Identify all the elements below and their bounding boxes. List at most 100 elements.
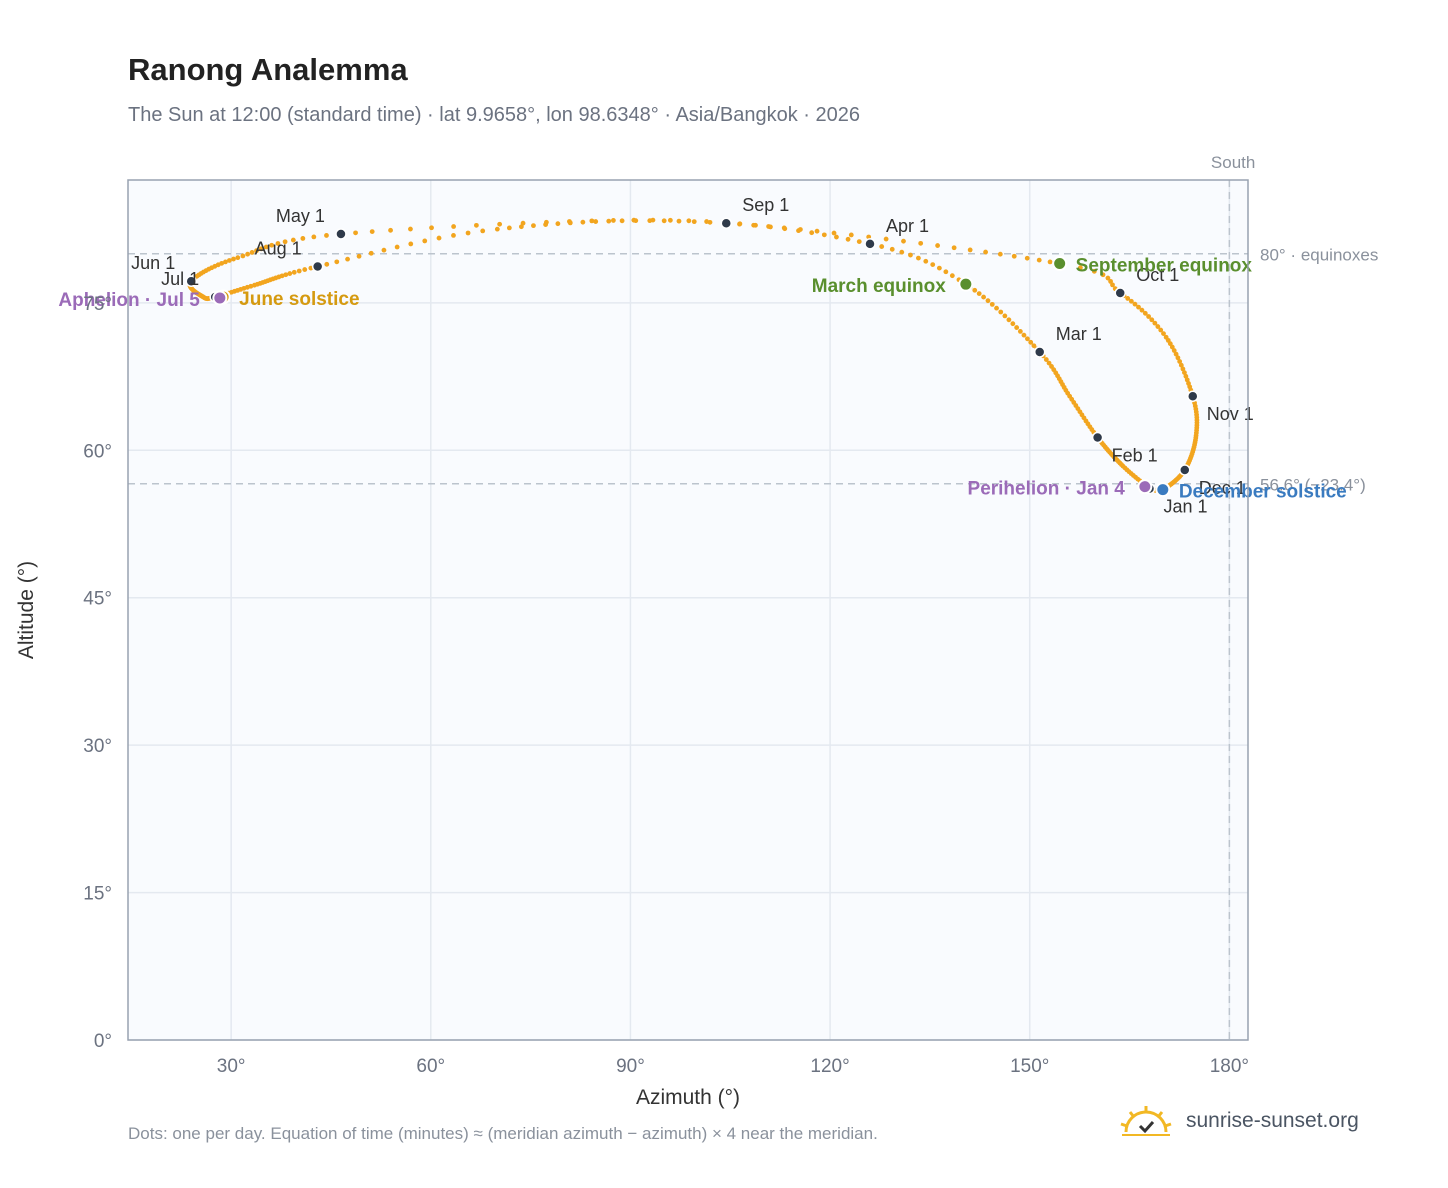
reference-line-label: South xyxy=(1211,153,1255,172)
daily-sun-dot xyxy=(1173,351,1179,357)
daily-sun-dot xyxy=(1049,364,1054,369)
daily-sun-dot xyxy=(235,255,241,261)
daily-sun-dot xyxy=(1028,339,1034,345)
y-tick-label: 75° xyxy=(83,294,112,315)
daily-sun-dot xyxy=(226,258,232,263)
month-marker xyxy=(720,217,733,229)
daily-sun-dot xyxy=(1110,282,1115,288)
chart-subtitle: The Sun at 12:00 (standard time) · lat 9… xyxy=(128,104,861,126)
reference-line-label: 80° · equinoxes xyxy=(1260,246,1378,265)
daily-sun-dot xyxy=(302,267,308,272)
daily-sun-dot xyxy=(1132,301,1138,307)
daily-sun-dot xyxy=(1149,317,1155,323)
footnote: Dots: one per day. Equation of time (min… xyxy=(128,1124,878,1143)
daily-sun-dot xyxy=(856,239,862,244)
daily-sun-dot xyxy=(1125,296,1131,301)
x-axis-label: Azimuth (°) xyxy=(636,1086,740,1109)
event-label: Aphelion · Jul 5 xyxy=(58,290,200,311)
daily-sun-dot xyxy=(821,232,827,238)
daily-sun-dot xyxy=(943,269,949,275)
daily-sun-dot xyxy=(494,226,500,232)
month-marker xyxy=(1187,390,1199,402)
daily-sun-dot xyxy=(334,259,340,265)
event-label: March equinox xyxy=(812,276,947,297)
daily-sun-dot xyxy=(1155,324,1161,329)
daily-sun-dot xyxy=(936,265,942,271)
daily-sun-dot xyxy=(889,246,895,252)
daily-sun-dot xyxy=(1169,344,1175,350)
daily-sun-dot xyxy=(691,219,697,225)
daily-sun-dot xyxy=(1011,253,1017,259)
x-tick-label: 180° xyxy=(1210,1056,1249,1077)
daily-sun-dot xyxy=(1036,257,1042,263)
month-label: Oct 1 xyxy=(1136,265,1179,285)
daily-sun-dot xyxy=(935,243,940,248)
daily-sun-dot xyxy=(1002,313,1008,319)
y-tick-label: 60° xyxy=(83,441,112,462)
daily-sun-dot xyxy=(1152,320,1158,326)
daily-sun-dot xyxy=(429,225,434,231)
daily-sun-dot xyxy=(300,236,306,241)
daily-sun-dot xyxy=(845,236,851,242)
daily-sun-dot xyxy=(368,250,374,256)
daily-sun-dot xyxy=(766,224,772,229)
daily-sun-dot xyxy=(381,247,387,253)
daily-sun-dot xyxy=(1146,314,1151,319)
daily-sun-dot xyxy=(1046,360,1052,366)
x-tick-label: 150° xyxy=(1010,1056,1049,1077)
daily-sun-dot xyxy=(1183,373,1189,379)
event-marker xyxy=(958,276,974,292)
daily-sun-dot xyxy=(1175,355,1181,361)
event-marker xyxy=(212,290,228,306)
daily-sun-dot xyxy=(1142,310,1148,316)
daily-sun-dot xyxy=(345,256,350,262)
daily-sun-dot xyxy=(1006,317,1012,323)
month-marker xyxy=(1091,431,1104,444)
daily-sun-dot xyxy=(916,255,921,261)
daily-sun-dot xyxy=(324,233,329,238)
daily-sun-dot xyxy=(619,218,625,224)
daily-sun-dot xyxy=(223,259,228,265)
event-label: Perihelion · Jan 4 xyxy=(968,479,1126,500)
daily-sun-dot xyxy=(976,291,982,296)
x-tick-label: 30° xyxy=(217,1056,246,1077)
daily-sun-dot xyxy=(282,239,288,245)
reference-line-label: 56.6° (−23.4°) xyxy=(1260,476,1366,495)
daily-sun-dot xyxy=(275,241,281,246)
daily-sun-dot xyxy=(972,287,978,293)
month-label: Dec 1 xyxy=(1199,478,1246,498)
plot-area xyxy=(128,180,1248,1040)
axes: 30° 60° 90° 120° 150° 180° 0° 15° 30° 45° 60° 75° Az… xyxy=(15,294,1249,1109)
daily-sun-dot xyxy=(667,217,673,223)
daily-sun-dot xyxy=(394,244,400,250)
daily-sun-dot xyxy=(473,222,479,228)
daily-sun-dot xyxy=(661,218,667,224)
daily-sun-dot xyxy=(1077,265,1083,271)
event-marker xyxy=(1137,479,1153,495)
month-label: May 1 xyxy=(276,206,325,226)
daily-sun-dot xyxy=(258,246,264,252)
daily-sun-dot xyxy=(883,236,889,242)
daily-sun-dot xyxy=(994,305,999,311)
month-label: Jul 1 xyxy=(161,269,199,289)
daily-sun-dot xyxy=(848,232,854,238)
daily-sun-dot xyxy=(918,240,924,246)
daily-sun-dot xyxy=(245,251,250,257)
event-marker xyxy=(1052,256,1068,272)
x-tick-label: 90° xyxy=(616,1056,645,1077)
brand[interactable]: sunrise-sunset.org xyxy=(1120,1104,1359,1138)
daily-sun-dot xyxy=(249,250,255,255)
daily-sun-dot xyxy=(518,224,524,230)
daily-sun-dot xyxy=(287,271,293,276)
daily-sun-dot xyxy=(998,309,1004,315)
daily-sun-dot xyxy=(240,253,246,259)
daily-sun-dot xyxy=(707,219,713,225)
daily-sun-dot xyxy=(580,219,586,225)
daily-sun-dot xyxy=(408,226,413,232)
month-marker xyxy=(1033,346,1046,358)
daily-sun-dot xyxy=(1024,255,1030,261)
daily-sun-dot xyxy=(451,233,456,238)
brand-name: sunrise-sunset.org xyxy=(1186,1109,1359,1132)
month-label: Sep 1 xyxy=(742,195,789,215)
